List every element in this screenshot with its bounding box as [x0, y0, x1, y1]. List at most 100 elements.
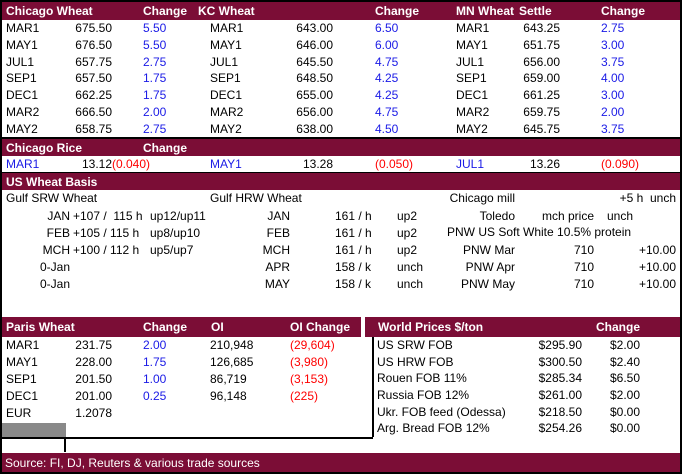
basis-table: Gulf SRW Wheat Gulf HRW Wheat Chicago mi… [2, 190, 680, 293]
hrw-basis-cell: 158 / k [335, 277, 372, 292]
srw-basis-cell: +107 / 115 h [73, 208, 143, 223]
change-cell: 3.75 [601, 121, 625, 136]
price-cell: 648.50 [296, 71, 333, 86]
rice-header-bar: Chicago Rice Change [2, 137, 680, 156]
month-cell: MAR2 [456, 104, 490, 119]
right-label-cell: PNW Mar [463, 242, 515, 257]
right-mid-cell: 710 [573, 242, 594, 257]
month-cell: SEP1 [6, 371, 37, 386]
price-cell: 656.00 [523, 54, 560, 69]
price-cell: 13.12 [81, 157, 112, 171]
srw-month-cell: 0-Jan [39, 277, 70, 292]
month-cell: SEP1 [456, 71, 487, 86]
change-cell: 0.25 [143, 388, 167, 403]
table-row: Ukr. FOB feed (Odessa) $218.50 $0.00 [373, 403, 680, 420]
source-text: Source: FI, DJ, Reuters & various trade … [5, 455, 260, 470]
table-row: MCH +100 / 112 h up5/up7 MCH 161 / h up2 PNW M… [2, 241, 680, 258]
world-prices-header-bar: World Prices $/ton Change [365, 317, 680, 337]
hrw-month-cell: FEB [266, 225, 290, 240]
price-cell: 13.26 [529, 157, 560, 171]
table-row: Arg. Bread FOB 12% $254.26 $0.00 [373, 420, 680, 437]
hrw-basis-cell: 158 / k [335, 259, 372, 274]
change-cell: 4.25 [375, 71, 399, 86]
chicago-wheat-title: Chicago Wheat [6, 4, 93, 18]
hrw-month-cell: JAN [267, 208, 290, 223]
futures-table: MAR1 675.50 5.50 MAR1 643.00 6.50 MAR1 643.25 2.… [2, 20, 680, 137]
month-cell: MAR2 [6, 104, 40, 119]
change-cell: 5.50 [143, 21, 167, 36]
table-row: FEB +105 / 115 h up8/up10 FEB 161 / h up2 PNW… [2, 224, 680, 241]
price-cell: 651.75 [523, 38, 560, 53]
change-cell: 1.75 [143, 88, 167, 103]
price-cell: 655.00 [296, 88, 333, 103]
oi-change-cell: (3,153) [290, 371, 329, 386]
srw-month-cell: FEB [46, 225, 70, 240]
price-cell: 638.00 [296, 121, 333, 136]
hrw-basis-cell: 161 / h [335, 225, 372, 240]
month-cell: MAR1 [456, 21, 490, 36]
change-cell: 2.75 [601, 21, 625, 36]
eur-row: EUR 1.2078 [2, 404, 361, 421]
srw-basis-cell: +105 / 115 h [73, 225, 140, 240]
hrw-change-cell: up2 [397, 208, 418, 223]
paris-table: MAR1 231.75 2.00 210,948 (29,604) MAY1 228.00… [2, 337, 361, 421]
month-cell: MAR1 [6, 157, 40, 171]
eur-rate: 1.2078 [75, 405, 112, 420]
oi-change-cell: (29,604) [290, 338, 335, 353]
change-cell: $0.00 [609, 421, 640, 436]
srw-change-cell: up12/up11 [150, 208, 206, 223]
table-row: 0-Jan APR 158 / k unch PNW Apr 710 +10.00 [2, 258, 680, 275]
price-cell: 657.75 [75, 54, 112, 69]
table-row: Rouen FOB 11% $285.34 $6.50 [373, 370, 680, 387]
change-header-2: Change [375, 4, 420, 18]
price-cell: 645.75 [523, 121, 560, 136]
month-cell: MAR1 [6, 21, 40, 36]
change-cell: 4.25 [375, 88, 399, 103]
eur-label: EUR [6, 405, 32, 420]
change-cell: $2.00 [609, 388, 640, 403]
oi-change-cell: (225) [290, 388, 319, 403]
oi-cell: 210,948 [210, 338, 254, 353]
month-cell: DEC1 [6, 88, 39, 103]
change-cell: (0.040) [112, 157, 151, 171]
paris-header-bar: Paris Wheat Change OI OI Change [2, 317, 361, 337]
price-cell: 643.00 [296, 21, 333, 36]
basis-header-bar: US Wheat Basis [2, 172, 680, 190]
srw-month-cell: 0-Jan [39, 259, 70, 274]
oi-cell: 96,148 [210, 388, 247, 403]
hrw-change-cell: unch [397, 277, 424, 292]
right-change-cell: +10.00 [638, 242, 676, 257]
price-cell: 675.50 [75, 21, 112, 36]
month-cell: MAY2 [456, 121, 488, 136]
change-cell: 3.75 [601, 54, 625, 69]
basis-title: US Wheat Basis [6, 174, 98, 189]
price-cell: 201.00 [75, 388, 112, 403]
month-cell: JUL1 [210, 54, 239, 69]
month-cell: SEP1 [6, 71, 37, 86]
hrw-month-cell: APR [265, 259, 290, 274]
month-cell: MAY1 [6, 355, 38, 370]
empty-cell-border [64, 439, 66, 452]
table-row: MAY1 228.00 1.75 126,685 (3,980) [2, 354, 361, 371]
table-row: JAN +107 / 115 h up12/up11 JAN 161 / h up2 Tol… [2, 207, 680, 224]
basis-subheader-row: Gulf SRW Wheat Gulf HRW Wheat Chicago mi… [2, 190, 680, 207]
gray-selection-box [2, 423, 66, 437]
price-cell: 657.50 [75, 71, 112, 86]
hrw-basis-cell: 161 / h [335, 242, 372, 257]
price-cell: 643.25 [523, 21, 560, 36]
month-cell: SEP1 [210, 71, 241, 86]
hrw-month-cell: MCH [262, 242, 290, 257]
hrw-month-cell: MAY [264, 277, 290, 292]
change-cell: (0.050) [375, 157, 414, 171]
price-cell: 13.28 [302, 157, 333, 171]
market-cell: US SRW FOB [377, 338, 453, 353]
right-change-cell: +10.00 [638, 277, 676, 292]
right-label-cell: PNW May [461, 277, 515, 292]
table-row: US SRW FOB $295.90 $2.00 [373, 337, 680, 354]
table-row: Russia FOB 12% $261.00 $2.00 [373, 387, 680, 404]
change-cell: $0.00 [609, 404, 640, 419]
price-cell: 228.00 [75, 355, 112, 370]
paris-title: Paris Wheat [6, 320, 75, 334]
